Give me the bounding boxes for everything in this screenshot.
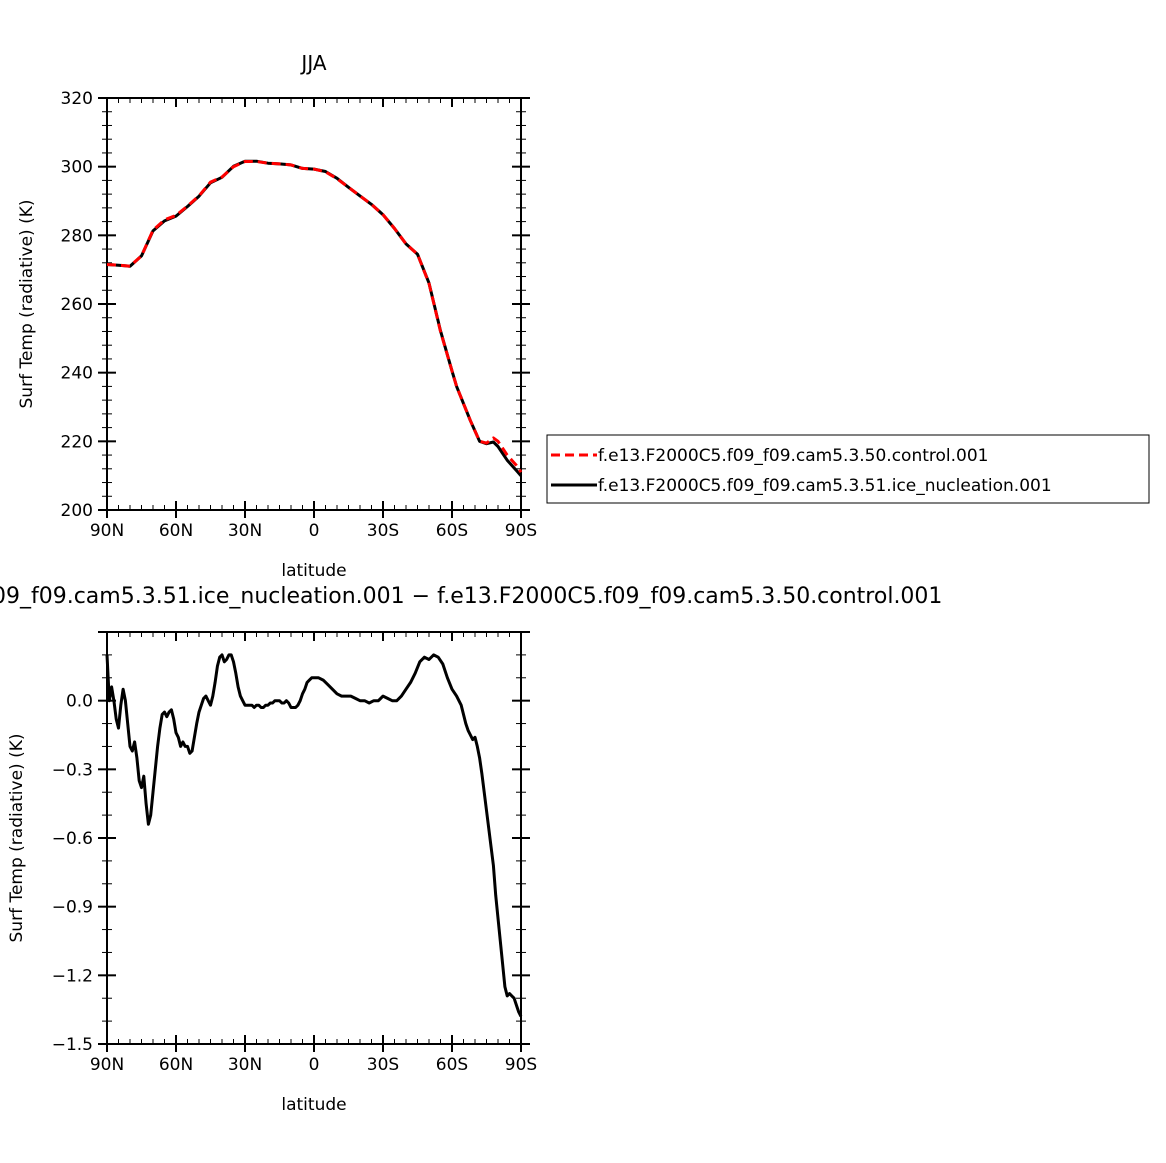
bottom-x-tick-label: 30N: [228, 1055, 262, 1075]
top-y-tick-label: 280: [61, 226, 93, 246]
bottom-chart-title: f.e13.F2000C5.f09_f09.cam5.3.51.ice_nucl…: [0, 584, 942, 609]
top-y-tick-label: 220: [61, 432, 93, 452]
top-chart-panel: JJA Surf Temp (radiative) (K) latitude 9…: [17, 51, 537, 581]
bottom-y-tick-label: −1.2: [52, 966, 93, 986]
bottom-y-tick-label: −0.6: [52, 829, 93, 849]
bottom-y-tick-label: −1.5: [52, 1035, 93, 1055]
legend-entry-control: f.e13.F2000C5.f09_f09.cam5.3.50.control.…: [598, 446, 989, 466]
bottom-x-tick-label: 60N: [159, 1055, 193, 1075]
bottom-x-tick-label: 0: [309, 1055, 320, 1075]
top-x-tick-label: 30S: [367, 521, 399, 541]
top-series-line-0: [106, 160, 523, 474]
top-x-tick-label: 30N: [228, 521, 262, 541]
bottom-x-tick-label: 30S: [367, 1055, 399, 1075]
bottom-y-tick-label: 0.0: [66, 692, 93, 712]
top-x-tick-label: 90N: [90, 521, 124, 541]
top-y-axis-label: Surf Temp (radiative) (K): [17, 200, 37, 409]
legend-box: [546, 434, 1150, 504]
top-x-tick-label: 60S: [436, 521, 468, 541]
top-x-tick-label: 90S: [505, 521, 537, 541]
top-y-tick-label: 320: [61, 89, 93, 109]
bottom-y-tick-label: −0.9: [52, 898, 93, 918]
legend-entry-ice-nucleation: f.e13.F2000C5.f09_f09.cam5.3.51.ice_nucl…: [598, 476, 1052, 496]
top-y-tick-label: 260: [61, 295, 93, 315]
top-plot-frame: [106, 97, 522, 511]
legend: f.e13.F2000C5.f09_f09.cam5.3.50.control.…: [546, 434, 1150, 504]
bottom-y-axis-label: Surf Temp (radiative) (K): [7, 734, 27, 943]
bottom-chart-panel: f.e13.F2000C5.f09_f09.cam5.3.51.ice_nucl…: [0, 584, 942, 1115]
bottom-series-line-0: [105, 653, 523, 1018]
top-y-tick-label: 240: [61, 364, 93, 384]
bottom-axes: 90N 60N 30N 0 30S 60S 90S −1.5 −1.2 −0.9 −0.6 −0.3 0…: [52, 631, 537, 1075]
bottom-series-group: [105, 653, 523, 1018]
top-chart-title: JJA: [299, 51, 326, 75]
bottom-x-tick-label: 60S: [436, 1055, 468, 1075]
top-x-tick-label: 60N: [159, 521, 193, 541]
bottom-plot-frame: [106, 631, 522, 1045]
top-series-line-1: [106, 159, 523, 477]
bottom-x-tick-label: 90N: [90, 1055, 124, 1075]
top-y-tick-label: 200: [61, 501, 93, 521]
top-x-tick-label: 0: [309, 521, 320, 541]
top-y-tick-label: 300: [61, 158, 93, 178]
top-series-group: [106, 159, 523, 477]
bottom-x-axis-label: latitude: [281, 1095, 346, 1115]
bottom-y-tick-label: −0.3: [52, 760, 93, 780]
bottom-x-tick-label: 90S: [505, 1055, 537, 1075]
top-axes: 90N 60N 30N 0 30S 60S 90S 200 220 240 260 280 300 320: [61, 89, 538, 541]
top-x-axis-label: latitude: [281, 561, 346, 581]
